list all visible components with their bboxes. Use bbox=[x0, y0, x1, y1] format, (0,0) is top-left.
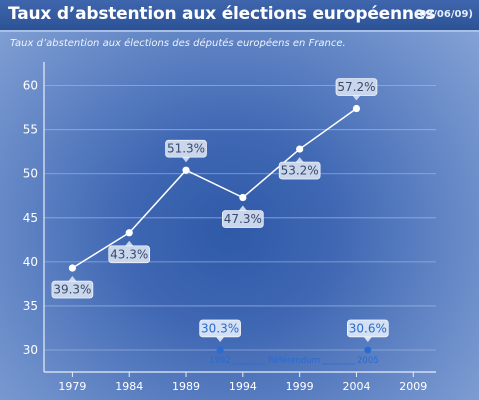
data-label: 57.2% bbox=[337, 80, 375, 94]
data-label-callout: 53.2% bbox=[278, 157, 321, 180]
data-point bbox=[182, 166, 190, 174]
y-tick-label: 55 bbox=[23, 123, 38, 137]
referendum-year: 2005 bbox=[357, 356, 379, 366]
series-line bbox=[72, 107, 357, 269]
data-point bbox=[352, 104, 361, 113]
data-label-callout: 47.3% bbox=[222, 205, 264, 228]
x-tick-label: 1984 bbox=[115, 380, 143, 393]
chart-title: Taux d’abstention aux élections européen… bbox=[8, 4, 436, 24]
data-label: 43.3% bbox=[110, 247, 148, 261]
callout-box bbox=[347, 319, 389, 338]
callout-box bbox=[165, 139, 207, 158]
callout-pointer bbox=[182, 157, 191, 163]
data-label-callout: 51.3% bbox=[165, 139, 207, 163]
chart-subtitle: Taux d’abstention aux élections des dépu… bbox=[10, 38, 346, 49]
data-label: 39.3% bbox=[53, 283, 91, 297]
y-tick-label: 40 bbox=[23, 255, 38, 269]
data-label: 30.3% bbox=[201, 321, 239, 335]
y-tick-label: 35 bbox=[23, 299, 38, 313]
y-tick-label: 60 bbox=[23, 79, 38, 93]
data-point bbox=[68, 264, 77, 272]
data-label: 30.6% bbox=[349, 321, 387, 335]
callout-pointer bbox=[363, 336, 372, 342]
chart-date: (03/06/09) bbox=[414, 9, 473, 20]
data-label: 53.2% bbox=[281, 164, 319, 178]
callout-pointer bbox=[352, 95, 361, 101]
callout-box bbox=[278, 161, 321, 180]
referendum-callout: 30.3% bbox=[199, 319, 241, 342]
y-tick-label: 45 bbox=[23, 211, 38, 225]
x-tick-label: 1999 bbox=[286, 380, 314, 393]
callout-pointer bbox=[295, 157, 304, 163]
x-tick-label: 1989 bbox=[172, 380, 200, 393]
y-tick-label: 30 bbox=[23, 343, 38, 357]
x-tick-label: 2009 bbox=[399, 380, 427, 393]
referendum-callout: 30.6% bbox=[347, 319, 389, 342]
x-tick-label: 1979 bbox=[58, 380, 86, 393]
referendum-caption: Référendum bbox=[268, 355, 320, 366]
callout-pointer bbox=[68, 276, 77, 282]
x-tick-label: 2004 bbox=[342, 380, 370, 393]
callout-pointer bbox=[216, 336, 225, 342]
y-tick-label: 50 bbox=[23, 167, 38, 181]
data-point bbox=[125, 229, 133, 237]
callout-box bbox=[222, 210, 264, 228]
data-point bbox=[296, 145, 304, 153]
referendum-year: 1992 bbox=[209, 356, 231, 366]
referendum-point bbox=[364, 346, 372, 354]
callout-box bbox=[51, 280, 94, 299]
data-label: 47.3% bbox=[224, 212, 262, 226]
callout-pointer bbox=[238, 205, 247, 211]
data-label-callout: 39.3% bbox=[51, 276, 94, 299]
x-tick-label: 1994 bbox=[229, 380, 257, 393]
callout-pointer bbox=[125, 240, 134, 246]
data-point bbox=[239, 193, 247, 202]
data-label-callout: 57.2% bbox=[335, 78, 378, 101]
callout-box bbox=[335, 78, 378, 96]
referendum-point bbox=[216, 346, 224, 354]
data-label: 51.3% bbox=[167, 142, 205, 156]
callout-box bbox=[108, 245, 151, 264]
callout-box bbox=[199, 319, 241, 338]
data-label-callout: 43.3% bbox=[108, 240, 151, 264]
header-bar: Taux d’abstention aux élections européen… bbox=[0, 0, 479, 32]
